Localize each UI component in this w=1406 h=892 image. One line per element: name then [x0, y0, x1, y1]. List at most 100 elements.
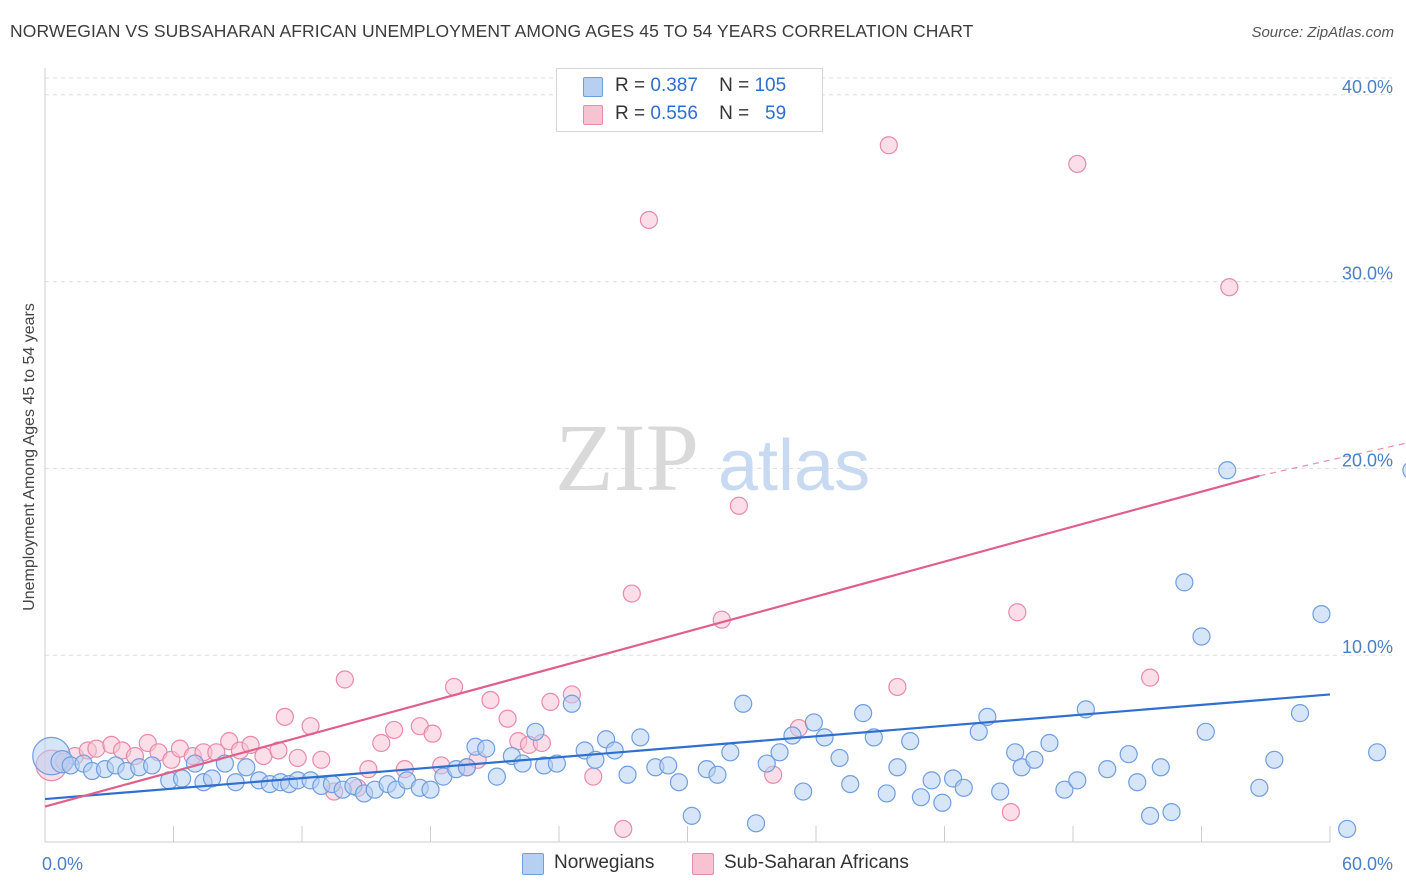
- subsaharan-trend-extension: [1259, 442, 1406, 477]
- subsaharan-point: [1220, 278, 1239, 297]
- chart-title: NORWEGIAN VS SUBSAHARAN AFRICAN UNEMPLOY…: [10, 21, 974, 41]
- norwegian-point: [1055, 780, 1074, 799]
- legend-n-value: 105: [754, 75, 787, 96]
- norwegian-point: [1098, 760, 1117, 779]
- legend-n-value: 59: [765, 103, 787, 124]
- norwegian-point: [1338, 819, 1357, 839]
- legend-swatch-blue: [522, 853, 544, 875]
- legend-label-norwegians: Norwegians: [554, 852, 655, 873]
- norwegian-point: [1368, 743, 1387, 762]
- norwegian-point: [933, 793, 952, 812]
- subsaharan-point: [729, 496, 749, 515]
- norwegian-point: [421, 780, 440, 799]
- subsaharan-point: [372, 733, 391, 753]
- subsaharan-point: [584, 767, 603, 786]
- norwegian-point: [708, 765, 727, 784]
- norwegian-point: [1192, 627, 1211, 646]
- norwegian-point: [526, 722, 545, 741]
- norwegian-point: [172, 769, 192, 788]
- norwegian-point: [1175, 573, 1194, 592]
- norwegian-point: [794, 782, 813, 801]
- norwegian-trend-line: [44, 693, 1331, 801]
- legend-top: R = 0.387 N = 105 R = 0.556 N = 59: [556, 68, 823, 132]
- subsaharan-point: [384, 720, 404, 740]
- norwegian-point: [815, 728, 834, 747]
- watermark-zip: ZIP: [555, 404, 699, 511]
- chart-source: Source: ZipAtlas.com: [1251, 24, 1394, 41]
- norwegian-point: [804, 713, 823, 732]
- y-tick-label: 10.0%: [1342, 637, 1393, 657]
- norwegian-point: [457, 758, 477, 777]
- subsaharan-trend-line: [44, 474, 1260, 808]
- norwegian-point: [783, 726, 802, 745]
- watermark: ZIP atlas: [555, 404, 870, 511]
- subsaharan-point: [87, 739, 106, 758]
- norwegian-point: [746, 814, 766, 833]
- x-tick-label: 0.0%: [42, 854, 83, 874]
- norwegian-point: [487, 767, 506, 786]
- subsaharan-point: [879, 136, 898, 155]
- legend-r-label: R =: [615, 75, 646, 96]
- subsaharan-point: [1001, 803, 1020, 822]
- y-tick-label: 30.0%: [1342, 264, 1393, 284]
- subsaharan-point: [541, 692, 560, 712]
- norwegian-point: [734, 694, 753, 713]
- norwegian-point: [1040, 733, 1059, 753]
- subsaharan-point: [335, 670, 354, 689]
- norwegian-point: [1196, 722, 1215, 741]
- subsaharan-point: [622, 584, 641, 603]
- norwegian-point: [1290, 704, 1310, 723]
- norwegian-point: [1128, 773, 1147, 792]
- norwegian-point: [605, 741, 624, 760]
- subsaharan-point: [614, 819, 633, 839]
- norwegian-point: [547, 754, 566, 773]
- legend-swatch-blue: [583, 77, 603, 97]
- trend-layer: [44, 442, 1406, 808]
- watermark-atlas: atlas: [718, 426, 870, 506]
- norwegian-point: [1162, 803, 1181, 822]
- axes-layer: [44, 68, 1331, 843]
- y-tick-label: 40.0%: [1342, 77, 1393, 97]
- legend-label-subsaharan: Sub-Saharan Africans: [724, 852, 909, 873]
- legend-swatch-pink: [692, 853, 714, 875]
- subsaharan-point: [1140, 668, 1160, 687]
- norwegian-point: [142, 756, 162, 775]
- norwegian-point: [841, 774, 860, 794]
- norwegian-point: [1025, 750, 1044, 769]
- norwegian-point: [770, 743, 789, 762]
- legend-n-label: N =: [719, 103, 750, 124]
- norwegian-point: [1250, 778, 1269, 797]
- norwegian-point: [618, 765, 637, 784]
- x-tick-label: 60.0%: [1342, 854, 1393, 874]
- norwegian-point: [1265, 750, 1284, 769]
- labels-layer: Unemployment Among Ages 45 to 54 years 1…: [21, 77, 1393, 874]
- legend-n-label: N =: [719, 75, 750, 96]
- norwegian-point: [1140, 806, 1160, 825]
- grid-layer: [45, 77, 1392, 656]
- norwegian-point: [659, 756, 678, 775]
- norwegian-point: [969, 722, 988, 741]
- norwegian-point: [1402, 462, 1406, 478]
- legend-r-value: 0.556: [650, 103, 698, 124]
- norwegian-point: [477, 739, 496, 758]
- norwegian-point: [864, 728, 883, 747]
- norwegian-point: [631, 728, 650, 747]
- points-layer: [32, 136, 1406, 839]
- subsaharan-point: [288, 748, 307, 768]
- norwegian-point: [830, 748, 849, 768]
- subsaharan-point: [312, 750, 331, 769]
- norwegian-point: [721, 743, 740, 762]
- norwegian-point: [901, 732, 920, 751]
- norwegian-point: [854, 704, 873, 723]
- subsaharan-point: [481, 690, 500, 710]
- norwegian-point: [669, 773, 689, 792]
- legend-r-label: R =: [615, 103, 646, 124]
- norwegian-point: [1068, 771, 1087, 790]
- norwegian-point: [991, 782, 1010, 801]
- legend-r-value: 0.387: [650, 75, 698, 96]
- subsaharan-point: [1068, 154, 1087, 174]
- norwegian-point: [922, 771, 941, 790]
- y-axis-label: Unemployment Among Ages 45 to 54 years: [21, 303, 38, 611]
- subsaharan-point: [498, 709, 517, 728]
